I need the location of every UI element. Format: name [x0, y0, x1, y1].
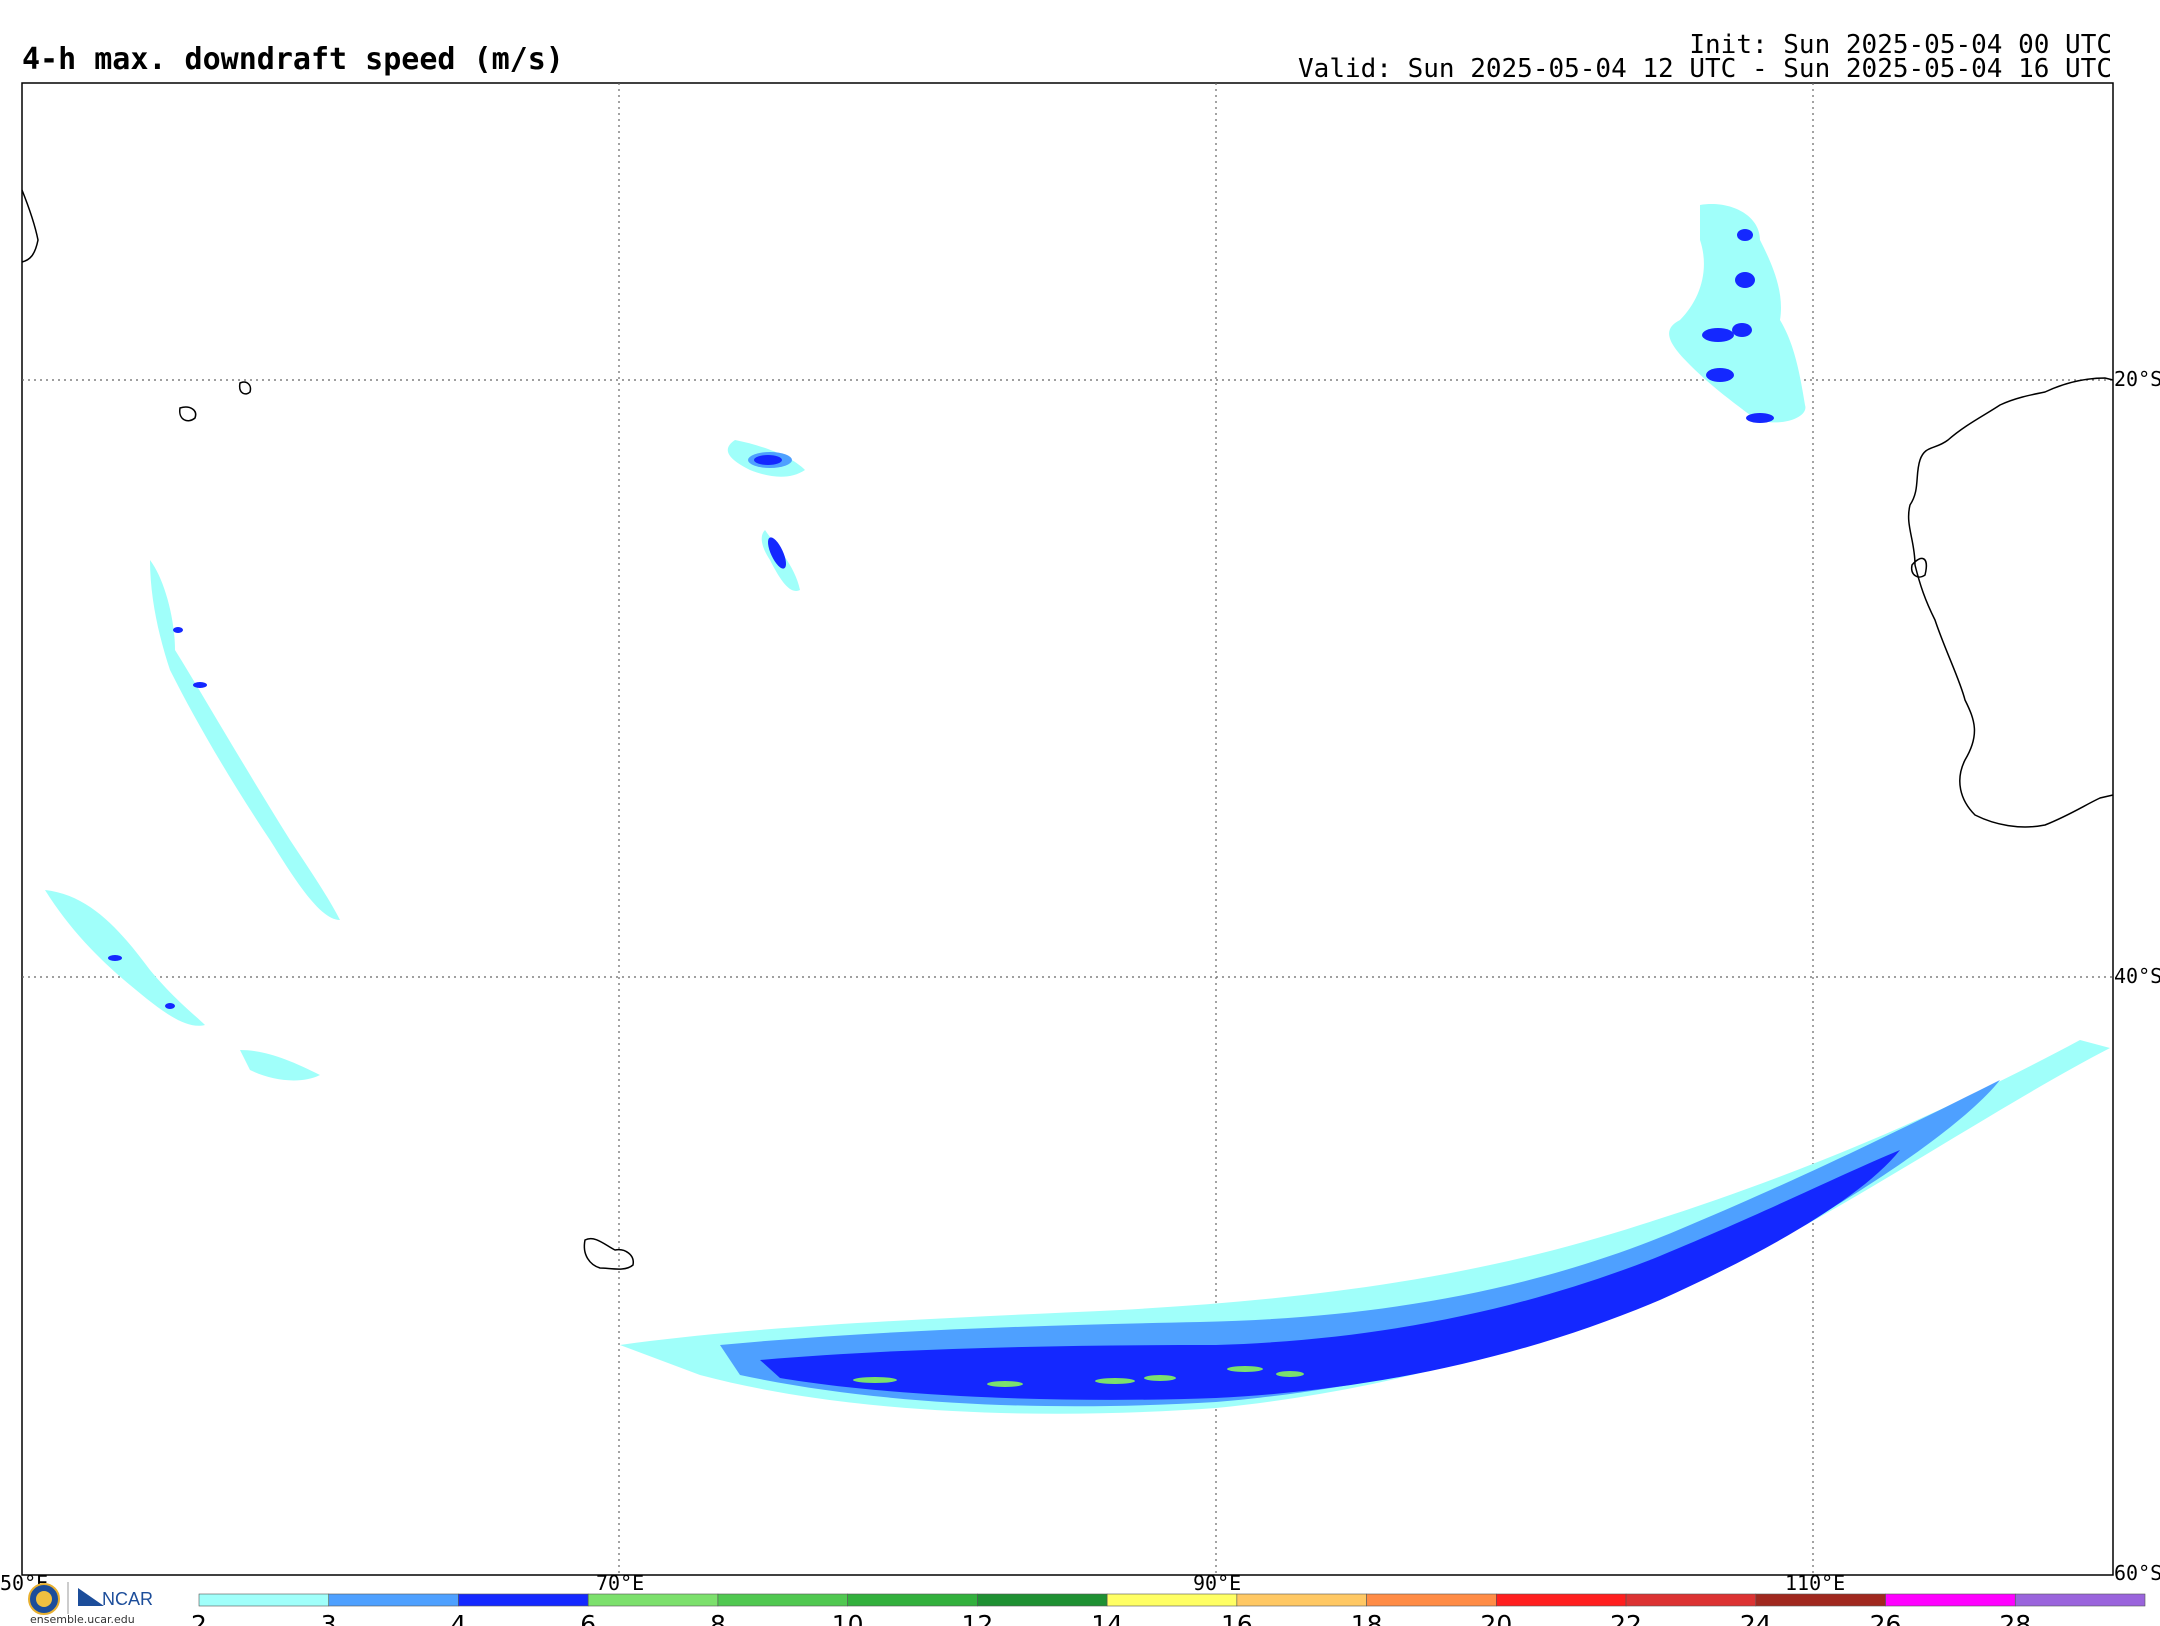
colorbar-swatch [458, 1593, 589, 1607]
reunion-island [238, 381, 252, 395]
colorbar-swatch [1366, 1593, 1497, 1607]
colorbar-tick-label: 14 [1091, 1610, 1123, 1626]
colorbar-tick-label: 2 [191, 1610, 207, 1626]
valid-time: Valid: Sun 2025-05-04 12 UTC - Sun 2025-… [1298, 54, 2112, 84]
colorbar-tick-label: 18 [1351, 1610, 1383, 1626]
madagascar-coast [21, 189, 39, 263]
shark-bay [1910, 557, 1927, 578]
colorbar-tick-label: 28 [1999, 1610, 2031, 1626]
colorbar-tick-label: 20 [1480, 1610, 1512, 1626]
colorbar-swatch [717, 1593, 848, 1607]
band-green-cores [853, 1366, 1304, 1387]
map-title: 4-h max. downdraft speed (m/s) [22, 42, 564, 77]
colorbar-swatch [328, 1593, 459, 1607]
colorbar-swatch [847, 1593, 978, 1607]
lon-label-90e: 90°E [1193, 1571, 1241, 1595]
australia-coast [1907, 377, 2114, 828]
coastline [21, 189, 2114, 1270]
colorbar-tick-label: 4 [451, 1610, 467, 1626]
lat-label-20s: 20°S [2114, 367, 2160, 391]
colorbar-swatch [1755, 1593, 1886, 1607]
map-frame [21, 82, 2114, 1576]
lat-label-60s: 60°S [2114, 1561, 2160, 1585]
colorbar-tick-label: 22 [1610, 1610, 1642, 1626]
ncar-logo-text: NCAR [102, 1589, 153, 1609]
init-time: Init: Sun 2025-05-04 00 UTC [1689, 30, 2112, 60]
colorbar-swatch [587, 1593, 719, 1607]
ncar-logo: NCAR [78, 1588, 153, 1609]
colorbar-tick-label: 24 [1740, 1610, 1772, 1626]
colorbar-swatch [977, 1593, 1108, 1607]
colorbar-swatch [198, 1593, 330, 1607]
downdraft-streaks-west [45, 560, 340, 1081]
lon-label-70e: 70°E [596, 1571, 644, 1595]
colorbar-tick-label: 6 [580, 1610, 596, 1626]
lon-label-110e: 110°E [1785, 1571, 1845, 1595]
colorbar-tick-label: 12 [961, 1610, 993, 1626]
colorbar-swatch [2014, 1593, 2146, 1607]
colorbar-tick-label: 3 [321, 1610, 337, 1626]
colorbar-swatch [1625, 1593, 1757, 1607]
axis-labels: 50°E 70°E 90°E 110°E 20°S 40°S 60°S [0, 367, 2160, 1595]
colorbar [198, 1593, 2146, 1607]
colorbar-swatch [1496, 1593, 1627, 1607]
colorbar-swatch [1106, 1593, 1238, 1607]
colorbar-tick-label: 26 [1870, 1610, 1902, 1626]
downdraft-cluster-northeast [1669, 204, 1806, 423]
colorbar-tick-label: 16 [1221, 1610, 1253, 1626]
colorbar-swatch [1236, 1593, 1367, 1607]
nsf-logo [28, 1583, 60, 1615]
mauritius-island [179, 406, 197, 422]
downdraft-streaks-west-cores [108, 627, 207, 1009]
colorbar-tick-label: 10 [832, 1610, 864, 1626]
kerguelen-islands [583, 1238, 634, 1270]
lat-label-40s: 40°S [2114, 964, 2160, 988]
downdraft-cluster-central [727, 440, 805, 591]
colorbar-swatch [1885, 1593, 2016, 1607]
colorbar-labels: 2 3 4 6 8 10 12 14 16 18 20 22 24 26 28 [191, 1610, 2031, 1626]
downdraft-band-south [620, 1040, 2110, 1414]
colorbar-tick-label: 8 [710, 1610, 726, 1626]
logo-footer-text: ensemble.ucar.edu [30, 1613, 135, 1626]
